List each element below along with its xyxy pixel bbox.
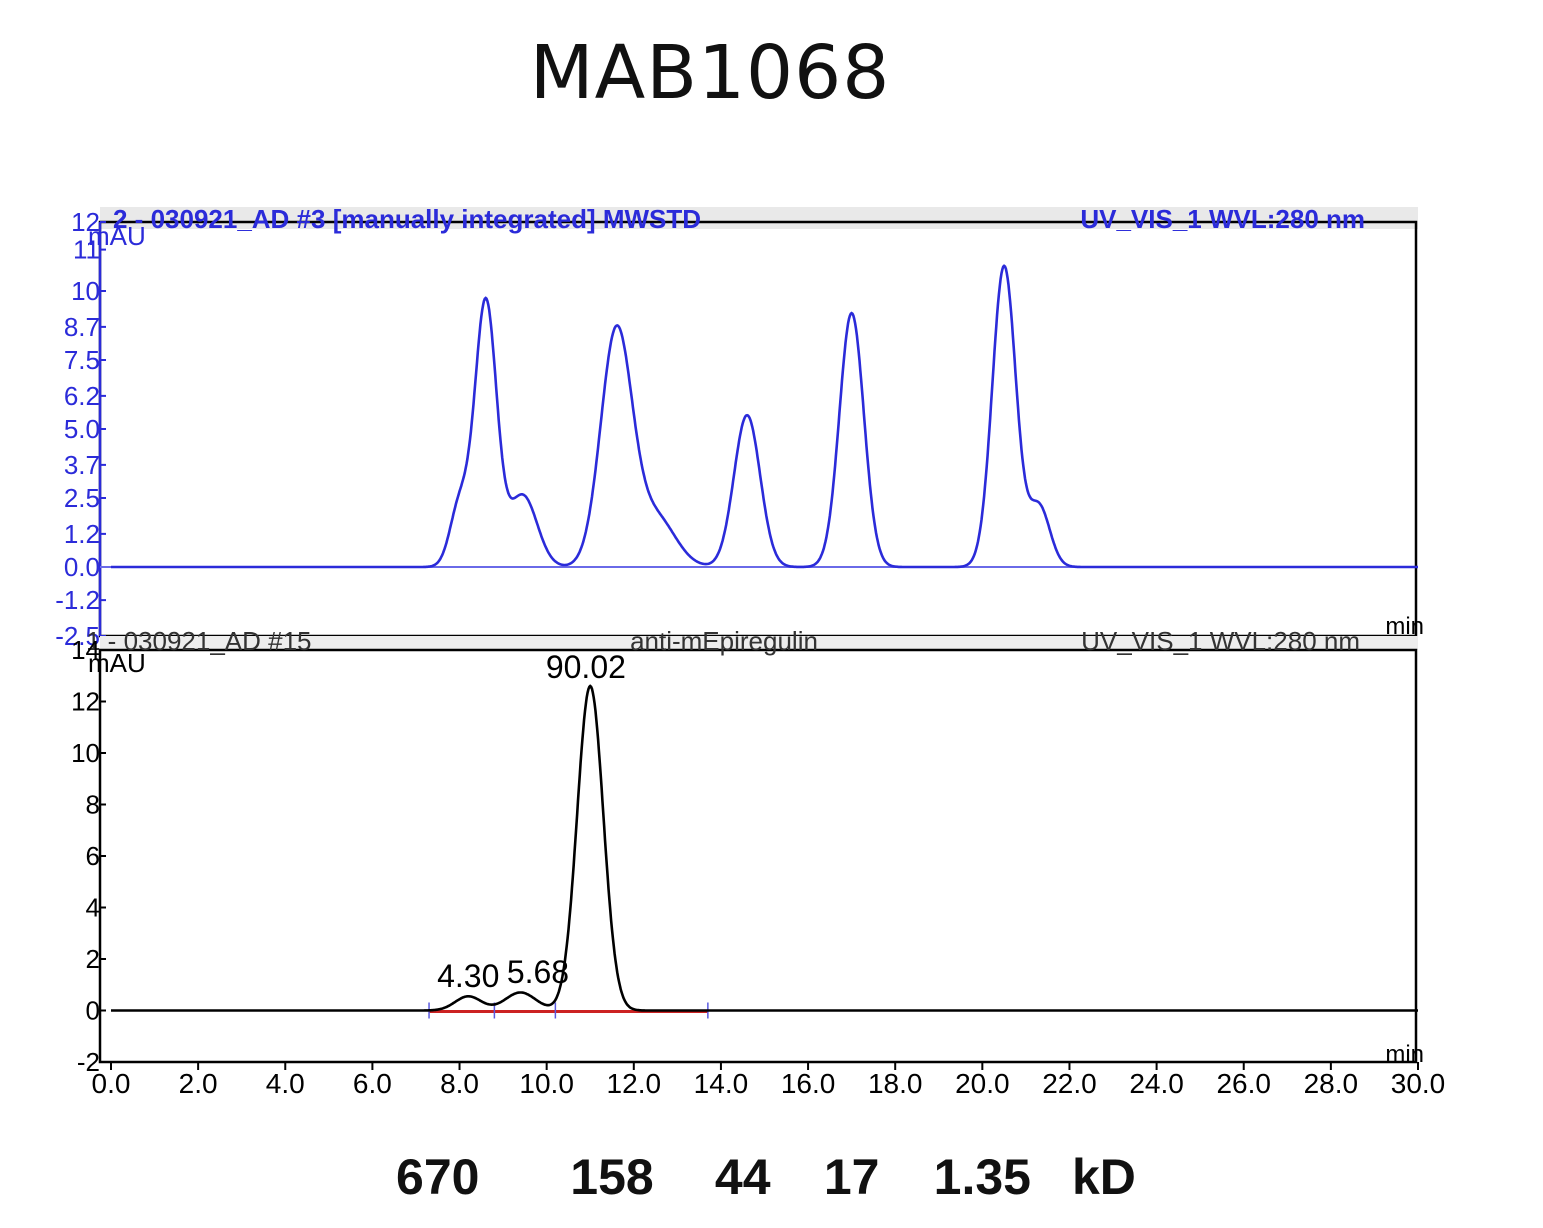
sample-panel-x-ticks: 0.0 2.0 4.0 6.0 8.0 10.0 12.0 14.0 16.0 18.0 20.0 2… (92, 1062, 1446, 1099)
y-tick-label: 8.7 (64, 312, 100, 342)
x-tick-label: 22.0 (1042, 1068, 1097, 1099)
y-tick-label: 4 (86, 893, 100, 923)
sample-panel-y-ticks: 14 12 10 8 6 4 2 0 -2 (71, 635, 106, 1077)
x-tick-label: 14.0 (694, 1068, 749, 1099)
x-tick-label: 26.0 (1216, 1068, 1271, 1099)
y-tick-label: 2 (86, 944, 100, 974)
y-tick-label: 14 (71, 635, 100, 665)
mw-unit-label: kD (1072, 1149, 1136, 1205)
chart-title: MAB1068 (529, 30, 891, 116)
x-tick-label: 24.0 (1129, 1068, 1184, 1099)
standard-panel-xlabel: min (1385, 613, 1424, 640)
x-tick-label: 4.0 (266, 1068, 305, 1099)
standard-trace (111, 264, 1418, 569)
standard-panel-header-right: UV_VIS_1 WVL:280 nm (1080, 204, 1365, 234)
x-tick-label: 20.0 (955, 1068, 1010, 1099)
sample-panel-header-right: UV_VIS_1 WVL:280 nm (1081, 626, 1360, 656)
standard-panel-ylabel: mAU (88, 221, 146, 251)
y-tick-label: -2 (77, 1047, 100, 1077)
x-tick-label: 0.0 (92, 1068, 131, 1099)
peak-label: 90.02 (546, 649, 626, 685)
y-tick-label: 6 (86, 841, 100, 871)
x-tick-label: 16.0 (781, 1068, 836, 1099)
y-tick-label: 2.5 (64, 483, 100, 513)
sample-panel-header-left: 1 - 030921_AD #15 (86, 626, 312, 656)
x-tick-label: 18.0 (868, 1068, 923, 1099)
mw-label: 17 (823, 1149, 880, 1205)
standard-panel: 2 - 030921_AD #3 [manually integrated] M… (55, 204, 1424, 651)
x-tick-label: 8.0 (440, 1068, 479, 1099)
y-tick-label: 0 (86, 996, 100, 1026)
mw-label: 44 (714, 1149, 771, 1205)
sample-trace (111, 684, 1418, 1012)
y-tick-label: 10 (71, 276, 100, 306)
standard-panel-header-band (100, 207, 1418, 229)
standard-panel-header-left: 2 - 030921_AD #3 [manually integrated] M… (113, 204, 701, 234)
sample-panel-header-center: anti-mEpiregulin (630, 626, 818, 656)
x-tick-label: 12.0 (607, 1068, 662, 1099)
y-tick-label: 3.7 (64, 450, 100, 480)
peak-label: 5.68 (507, 954, 569, 990)
chromatogram-figure: 2 - 030921_AD #3 [manually integrated] M… (55, 204, 1445, 1099)
x-tick-label: 10.0 (519, 1068, 574, 1099)
sample-panel: 1 - 030921_AD #15 anti-mEpiregulin UV_VI… (71, 626, 1445, 1099)
y-tick-label: 6.2 (64, 381, 100, 411)
mw-label: 1.35 (933, 1149, 1031, 1205)
x-tick-label: 2.0 (179, 1068, 218, 1099)
y-tick-label: 10 (71, 738, 100, 768)
y-tick-label: -2.5 (55, 621, 100, 651)
y-tick-label: 0.0 (64, 552, 100, 582)
y-tick-label: 8 (86, 790, 100, 820)
y-tick-label: 12 (71, 207, 100, 237)
sample-panel-ylabel: mAU (88, 648, 146, 678)
mw-label: 158 (570, 1149, 654, 1205)
x-tick-label: 28.0 (1304, 1068, 1359, 1099)
sample-panel-frame (98, 648, 1418, 1064)
molecular-weight-row: 670 158 44 17 1.35 kD (0, 1148, 1543, 1218)
x-tick-label: 30.0 (1391, 1068, 1446, 1099)
y-tick-label: 11 (73, 235, 100, 265)
standard-panel-frame (98, 220, 1418, 638)
y-tick-label: 7.5 (64, 345, 100, 375)
peak-annotations: 4.30 5.68 90.02 (437, 649, 626, 994)
y-tick-label: 1.2 (64, 519, 100, 549)
sample-panel-header-band (100, 636, 1418, 650)
y-tick-label: 5.0 (64, 414, 100, 444)
y-tick-label: 12 (71, 687, 100, 717)
mw-label: 670 (396, 1149, 480, 1205)
y-tick-label: -1.2 (55, 585, 100, 615)
x-tick-label: 6.0 (353, 1068, 392, 1099)
peak-label: 4.30 (437, 958, 499, 994)
